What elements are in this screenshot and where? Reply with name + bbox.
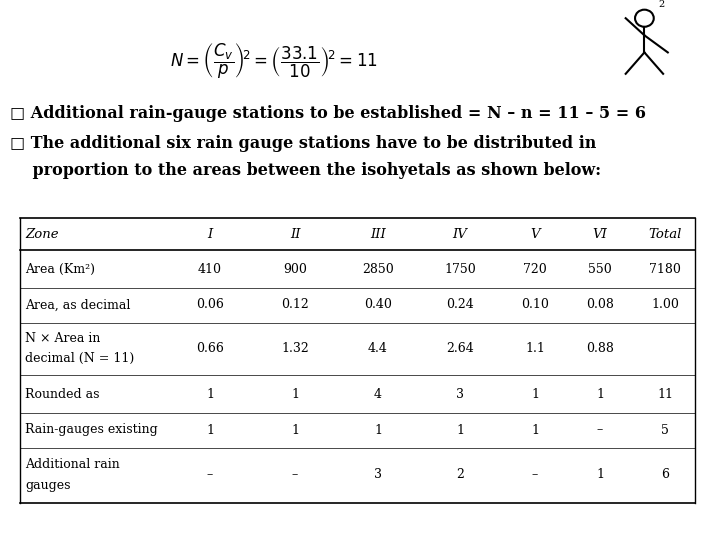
Text: 2: 2 [658,0,665,9]
Text: N × Area in: N × Area in [25,332,100,345]
Text: 1: 1 [291,423,299,436]
Text: 0.08: 0.08 [586,299,614,312]
Text: 410: 410 [198,262,222,275]
Text: 1.00: 1.00 [651,299,679,312]
Text: 4: 4 [374,388,382,401]
Text: 1: 1 [596,388,604,401]
Text: IV: IV [453,227,467,240]
Text: 4.4: 4.4 [368,342,388,355]
Text: Total: Total [648,227,682,240]
Text: 0.06: 0.06 [196,299,224,312]
Text: $N = \left(\dfrac{C_v}{p}\right)^{\!2} = \left(\dfrac{33.1}{10}\right)^{\!2} = 1: $N = \left(\dfrac{C_v}{p}\right)^{\!2} =… [170,42,378,81]
Text: I: I [207,227,212,240]
Text: proportion to the areas between the isohyetals as shown below:: proportion to the areas between the isoh… [10,162,601,179]
Text: 0.66: 0.66 [196,342,224,355]
Text: 11: 11 [657,388,673,401]
Text: 1: 1 [291,388,299,401]
Text: 5: 5 [661,423,669,436]
Text: II: II [289,227,300,240]
Text: 0.24: 0.24 [446,299,474,312]
Text: 900: 900 [283,262,307,275]
Text: 0.40: 0.40 [364,299,392,312]
Text: 2.64: 2.64 [446,342,474,355]
Text: 1: 1 [531,423,539,436]
Text: Area, as decimal: Area, as decimal [25,299,130,312]
Text: 1.32: 1.32 [281,342,309,355]
Text: Zone: Zone [25,227,58,240]
Text: Rain-gauges existing: Rain-gauges existing [25,423,158,436]
Text: 1: 1 [206,423,214,436]
Text: 0.12: 0.12 [281,299,309,312]
Text: 550: 550 [588,262,612,275]
Text: 2850: 2850 [362,262,394,275]
Text: 0.88: 0.88 [586,342,614,355]
Text: III: III [370,227,386,240]
Text: –: – [532,469,538,482]
Text: 1: 1 [456,423,464,436]
Text: 1: 1 [206,388,214,401]
Text: 1: 1 [374,423,382,436]
Text: –: – [597,423,603,436]
Text: 2: 2 [456,469,464,482]
Text: □ The additional six rain gauge stations have to be distributed in: □ The additional six rain gauge stations… [10,135,596,152]
Text: 720: 720 [523,262,547,275]
Text: –: – [292,469,298,482]
Text: 1750: 1750 [444,262,476,275]
Text: 3: 3 [374,469,382,482]
Text: Rounded as: Rounded as [25,388,99,401]
Text: decimal (N = 11): decimal (N = 11) [25,352,134,365]
Text: –: – [207,469,213,482]
Text: 3: 3 [456,388,464,401]
Text: 0.10: 0.10 [521,299,549,312]
Text: □ Additional rain-gauge stations to be established = N – n = 11 – 5 = 6: □ Additional rain-gauge stations to be e… [10,105,646,122]
Text: Area (Km²): Area (Km²) [25,262,95,275]
Text: V: V [530,227,540,240]
Text: 7180: 7180 [649,262,681,275]
Text: Additional rain: Additional rain [25,458,120,471]
Text: VI: VI [593,227,608,240]
Text: 1.1: 1.1 [525,342,545,355]
Text: 6: 6 [661,469,669,482]
Text: 1: 1 [596,469,604,482]
Text: 1: 1 [531,388,539,401]
Text: gauges: gauges [25,479,71,492]
